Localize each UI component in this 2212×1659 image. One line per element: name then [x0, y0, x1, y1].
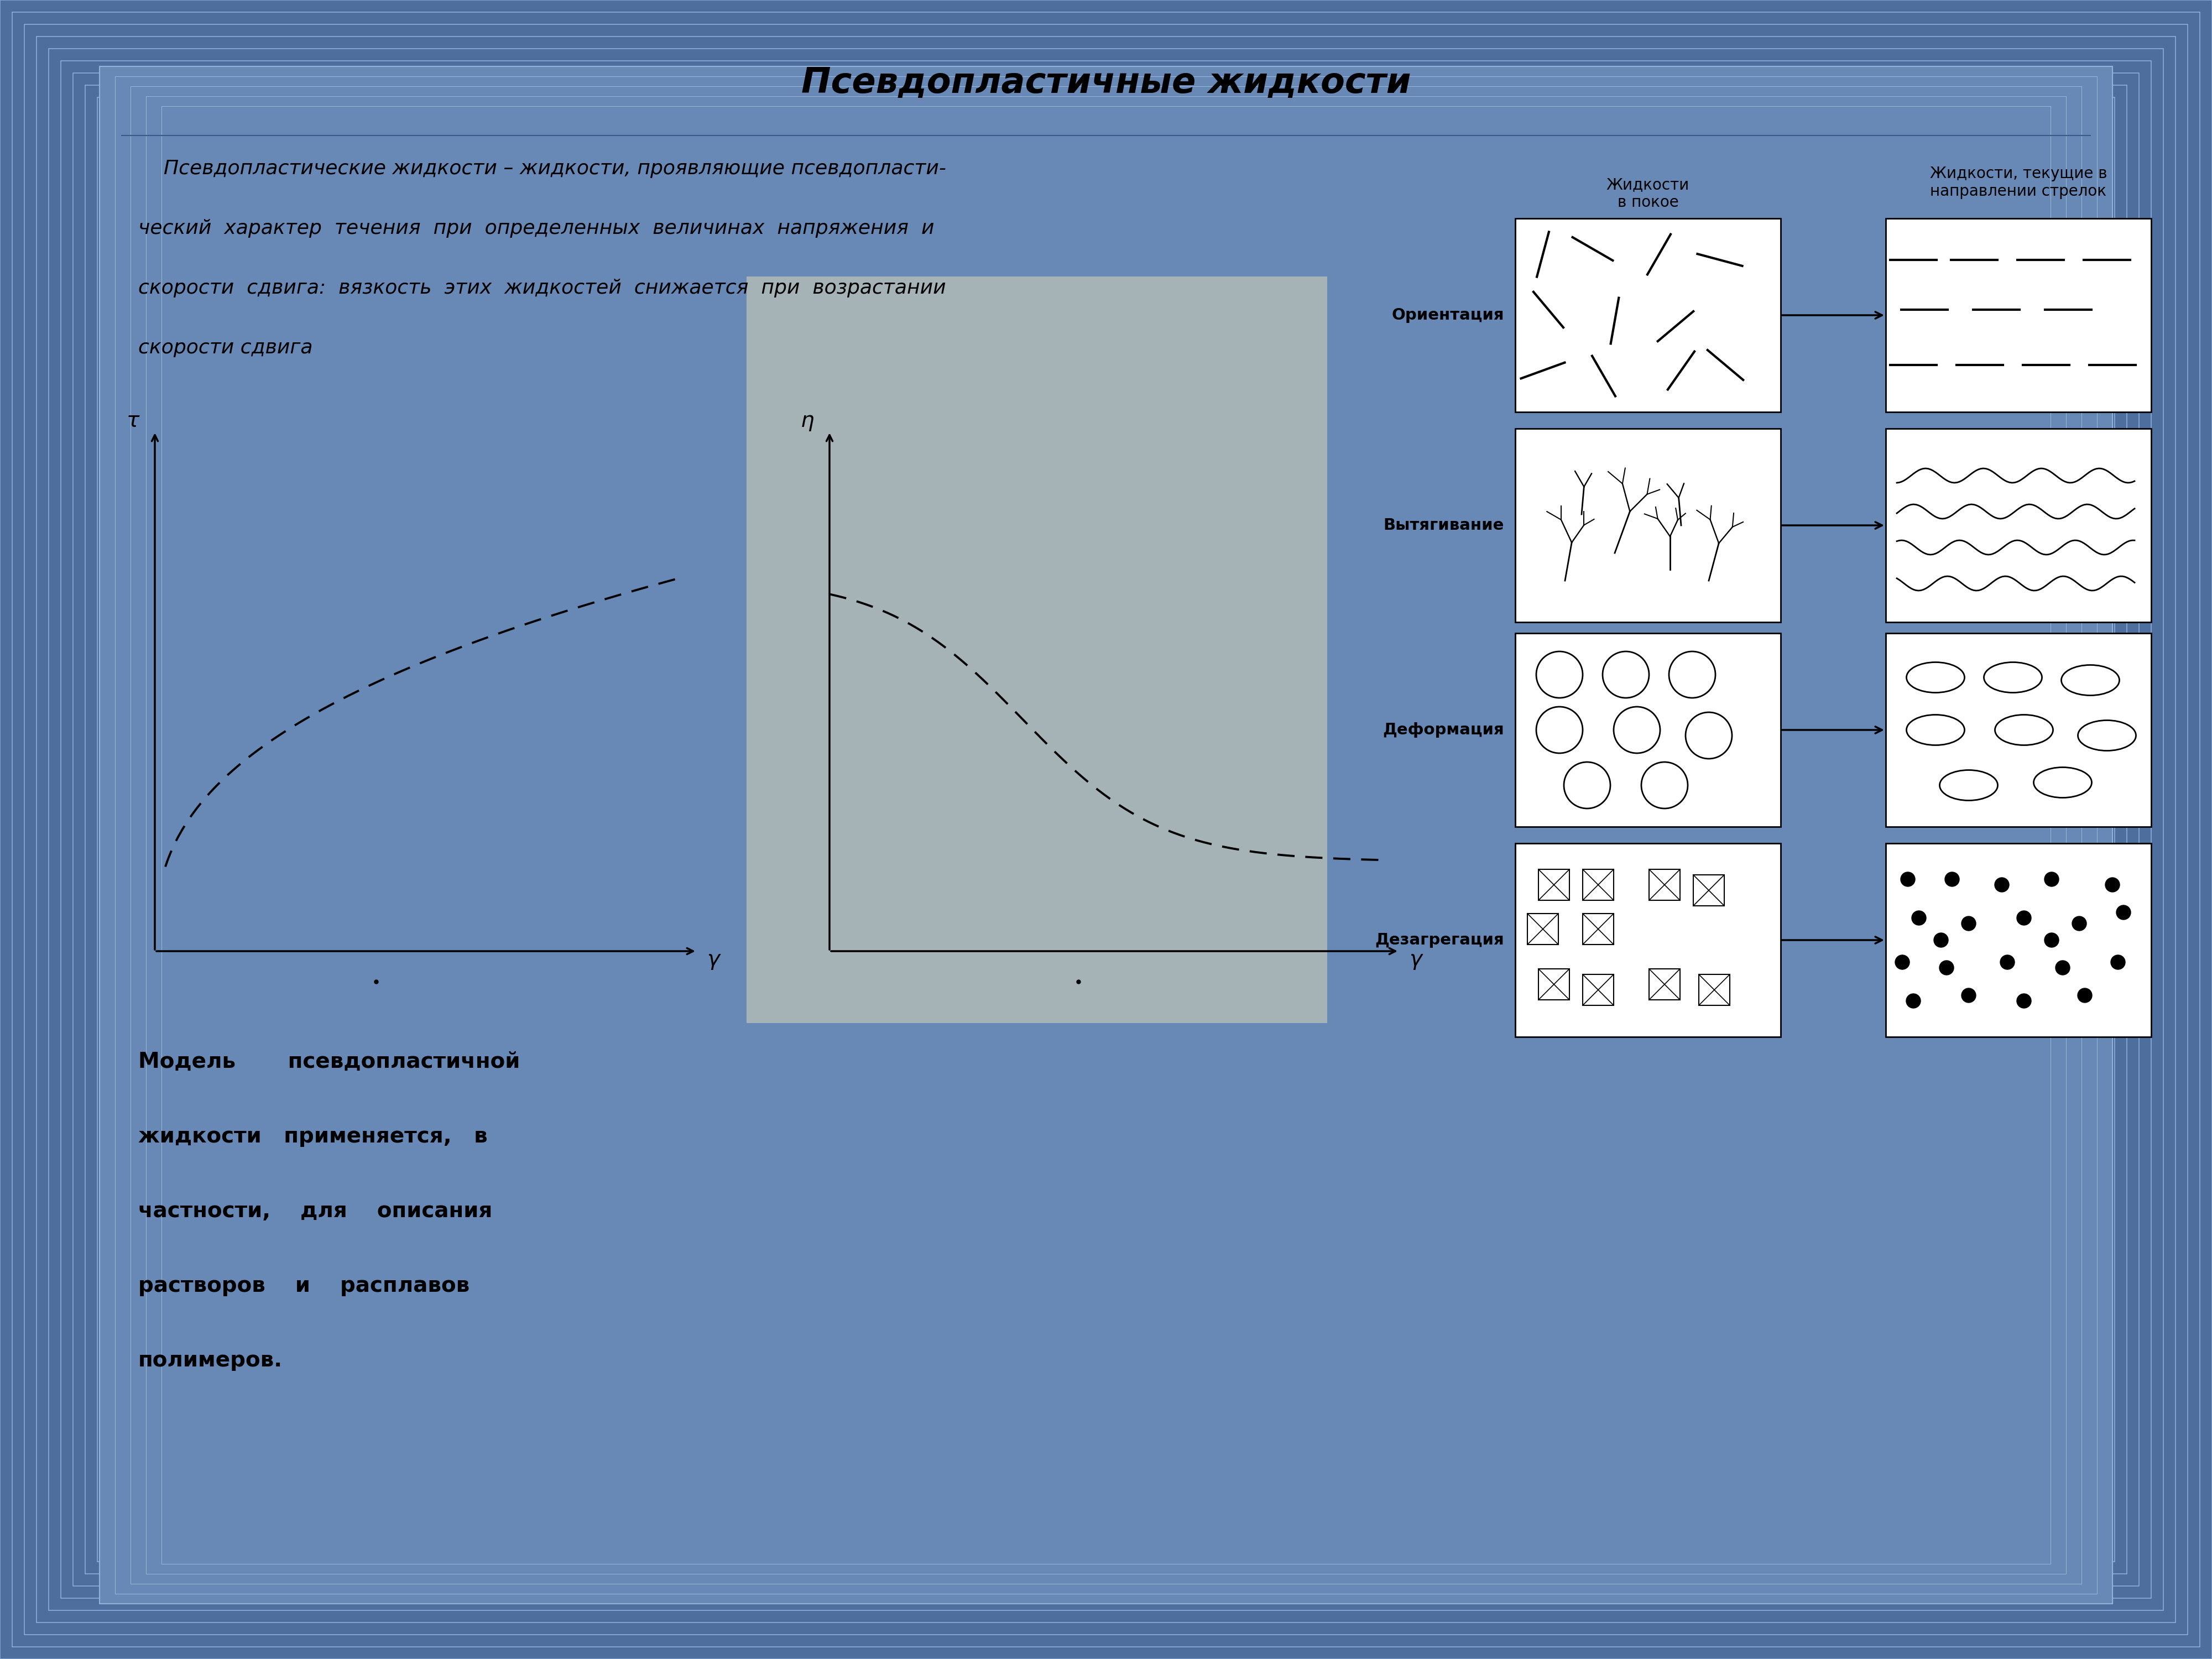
Bar: [115, 76, 2097, 1594]
Circle shape: [2017, 911, 2031, 926]
Text: Модель       псевдопластичной: Модель псевдопластичной: [137, 1052, 520, 1072]
Text: η: η: [801, 410, 814, 431]
Circle shape: [2077, 989, 2093, 1002]
Circle shape: [1940, 961, 1953, 975]
Bar: [1699, 974, 1730, 1005]
Circle shape: [1962, 916, 1975, 931]
Bar: [146, 96, 2066, 1574]
Text: Ориентация: Ориентация: [1391, 307, 1504, 324]
Bar: [1694, 874, 1725, 906]
Circle shape: [1995, 878, 2008, 893]
Bar: [1540, 969, 1571, 1000]
Circle shape: [2044, 873, 2059, 886]
Circle shape: [2055, 961, 2070, 975]
Text: скорости  сдвига:  вязкость  этих  жидкостей  снижается  при  возрастании: скорости сдвига: вязкость этих жидкостей…: [137, 279, 947, 297]
Bar: [1526, 914, 1557, 944]
Circle shape: [1944, 873, 1960, 886]
Bar: [1584, 974, 1615, 1005]
Circle shape: [2106, 878, 2119, 893]
Bar: [1584, 869, 1615, 901]
Bar: [1650, 969, 1681, 1000]
Bar: [84, 85, 2128, 1574]
Text: скорости сдвига: скорости сдвига: [137, 338, 312, 357]
Circle shape: [2017, 994, 2031, 1009]
Circle shape: [1907, 994, 1920, 1009]
Bar: [1885, 219, 2150, 411]
Circle shape: [1911, 911, 1927, 926]
Bar: [131, 86, 2081, 1584]
Bar: [1584, 914, 1615, 944]
Text: растворов    и    расплавов: растворов и расплавов: [137, 1276, 469, 1296]
Circle shape: [2000, 956, 2015, 969]
Circle shape: [2117, 906, 2130, 919]
Circle shape: [1900, 873, 1916, 886]
Circle shape: [2044, 932, 2059, 947]
Bar: [748, 277, 1327, 1024]
Bar: [1885, 843, 2150, 1037]
Bar: [1650, 869, 1681, 901]
Text: γ: γ: [708, 949, 719, 971]
Bar: [161, 106, 2051, 1564]
Bar: [1515, 843, 1781, 1037]
Text: τ: τ: [126, 410, 139, 431]
Circle shape: [1896, 956, 1909, 969]
Text: Жидкости
в покое: Жидкости в покое: [1606, 178, 1690, 211]
Text: Жидкости, текущие в
направлении стрелок: Жидкости, текущие в направлении стрелок: [1929, 166, 2108, 199]
Bar: [1885, 428, 2150, 622]
Text: Дезагрегация: Дезагрегация: [1376, 932, 1504, 947]
Circle shape: [1933, 932, 1949, 947]
Text: Деформация: Деформация: [1383, 722, 1504, 738]
Bar: [1515, 219, 1781, 411]
Circle shape: [2073, 916, 2086, 931]
Bar: [1515, 428, 1781, 622]
Bar: [1515, 634, 1781, 826]
Bar: [97, 98, 2115, 1561]
Circle shape: [2110, 956, 2126, 969]
Text: жидкости   применяется,   в: жидкости применяется, в: [137, 1126, 487, 1146]
Circle shape: [1962, 989, 1975, 1002]
Text: ческий  характер  течения  при  определенных  величинах  напряжения  и: ческий характер течения при определенных…: [137, 219, 933, 237]
Text: частности,    для    описания: частности, для описания: [137, 1201, 493, 1221]
Bar: [1885, 634, 2150, 826]
Text: Псевдопластичные жидкости: Псевдопластичные жидкости: [801, 66, 1411, 100]
Text: полимеров.: полимеров.: [137, 1350, 283, 1370]
Text: Псевдопластические жидкости – жидкости, проявляющие псевдопласти-: Псевдопластические жидкости – жидкости, …: [137, 159, 947, 178]
Text: γ: γ: [1409, 949, 1422, 971]
Bar: [1540, 869, 1571, 901]
Text: Вытягивание: Вытягивание: [1383, 518, 1504, 533]
